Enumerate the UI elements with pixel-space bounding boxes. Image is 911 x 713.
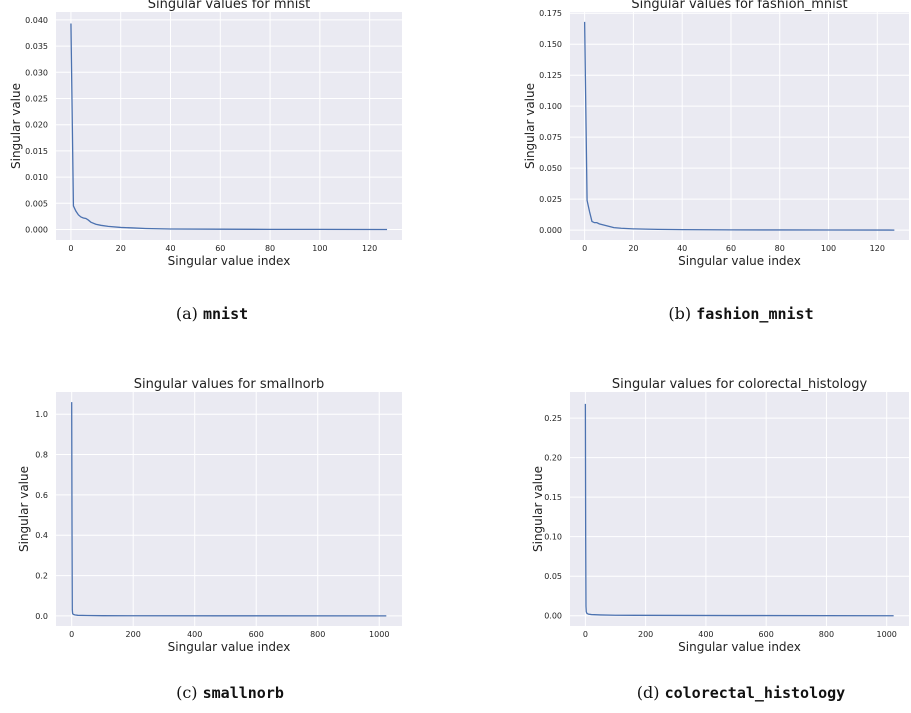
- y-tick-label: 0.020: [25, 121, 48, 130]
- y-tick-label: 0.00: [544, 612, 562, 621]
- x-tick-label: 100: [312, 244, 327, 253]
- y-tick-label: 0.050: [539, 164, 562, 173]
- caption-c: (c) smallnorb: [80, 683, 380, 702]
- x-tick-label: 60: [726, 244, 736, 253]
- y-tick-label: 0.4: [35, 531, 48, 540]
- y-tick-label: 0.150: [539, 40, 562, 49]
- y-tick-label: 0.25: [544, 414, 562, 423]
- caption-b: (b) fashion_mnist: [591, 304, 891, 323]
- caption-a-name: mnist: [202, 305, 249, 323]
- x-tick-label: 200: [638, 630, 653, 639]
- series-line: [584, 403, 894, 617]
- x-tick-label: 40: [677, 244, 687, 253]
- caption-b-name: fashion_mnist: [696, 305, 814, 323]
- y-tick-label: 0.10: [544, 533, 562, 542]
- chart-title: Singular values for fashion_mnist: [631, 0, 847, 12]
- chart-svg: 0 20 40 60 80 100 120 0.000 0.005 0.010 0.015 0.020…: [9, 0, 402, 268]
- x-tick-label: 20: [628, 244, 638, 253]
- x-tick-label: 20: [116, 244, 126, 253]
- y-tick-label: 0.030: [25, 68, 48, 77]
- y-tick-label: 0.15: [544, 493, 562, 502]
- x-tick-label: 120: [870, 244, 885, 253]
- plot-area: [570, 12, 909, 240]
- y-tick-label: 0.8: [35, 451, 48, 460]
- chart-title: Singular values for mnist: [148, 0, 310, 12]
- chart-smallnorb: 0 200 400 600 800 1000 0.0 0.2 0.4 0.6 0.8 1.0 Singu…: [0, 370, 420, 670]
- y-tick-label: 0.20: [544, 454, 562, 463]
- x-tick-label: 0: [68, 244, 73, 253]
- y-tick-label: 0.6: [35, 491, 48, 500]
- y-tick-label: 0.035: [25, 42, 48, 51]
- x-tick-label: 0: [583, 630, 588, 639]
- chart-svg: 0 200 400 600 800 1000 0.00 0.05 0.10 0.15 0.20 0.2…: [531, 377, 909, 654]
- caption-d-name: colorectal_histology: [664, 684, 846, 702]
- y-tick-label: 0.025: [25, 94, 48, 103]
- chart-mnist: 0 20 40 60 80 100 120 0.000 0.005 0.010 0.015 0.020…: [0, 0, 420, 290]
- x-tick-label: 0: [582, 244, 587, 253]
- y-tick-label: 0.005: [25, 199, 48, 208]
- y-tick-label: 0.000: [25, 226, 48, 235]
- x-tick-label: 80: [265, 244, 275, 253]
- y-tick-label: 0.000: [539, 226, 562, 235]
- x-axis-label: Singular value index: [168, 254, 291, 268]
- x-tick-label: 400: [698, 630, 713, 639]
- chart-svg: 0 20 40 60 80 100 120 0.000 0.025 0.050 0.075 0.100…: [523, 0, 909, 268]
- caption-d-label: (d): [636, 683, 660, 702]
- x-tick-label: 120: [362, 244, 377, 253]
- x-tick-label: 800: [819, 630, 834, 639]
- y-tick-label: 0.175: [539, 9, 562, 18]
- caption-c-name: smallnorb: [202, 684, 284, 702]
- y-axis-label: Singular value: [9, 83, 23, 169]
- x-tick-label: 400: [187, 630, 202, 639]
- y-tick-label: 0.100: [539, 102, 562, 111]
- chart-title: Singular values for smallnorb: [134, 377, 325, 392]
- x-tick-label: 100: [821, 244, 836, 253]
- y-tick-label: 0.0: [35, 612, 48, 621]
- x-tick-label: 1000: [369, 630, 389, 639]
- y-tick-label: 0.2: [35, 572, 48, 581]
- series-line: [583, 21, 895, 231]
- x-tick-label: 0: [69, 630, 74, 639]
- x-tick-label: 60: [215, 244, 225, 253]
- y-tick-label: 0.125: [539, 71, 562, 80]
- y-axis-label: Singular value: [523, 83, 537, 169]
- y-tick-label: 0.040: [25, 16, 48, 25]
- x-axis-label: Singular value index: [678, 254, 801, 268]
- plot-area: [570, 392, 909, 626]
- chart-fashion-mnist: 0 20 40 60 80 100 120 0.000 0.025 0.050 0.075 0.100…: [514, 0, 911, 290]
- y-tick-label: 0.010: [25, 173, 48, 182]
- caption-d: (d) colorectal_histology: [591, 683, 891, 702]
- chart-colorectal-histology: 0 200 400 600 800 1000 0.00 0.05 0.10 0.15 0.20 0.2…: [514, 370, 911, 670]
- y-axis-label: Singular value: [531, 466, 545, 552]
- y-axis-label: Singular value: [17, 466, 31, 552]
- x-tick-label: 600: [759, 630, 774, 639]
- plot-area: [56, 392, 402, 626]
- x-axis-label: Singular value index: [168, 640, 291, 654]
- x-tick-label: 80: [775, 244, 785, 253]
- y-tick-label: 0.05: [544, 572, 562, 581]
- x-axis-label: Singular value index: [678, 640, 801, 654]
- caption-b-label: (b): [668, 304, 692, 323]
- x-tick-label: 1000: [877, 630, 897, 639]
- x-tick-label: 600: [249, 630, 264, 639]
- series-line: [71, 402, 387, 617]
- plot-area: [56, 12, 402, 240]
- y-tick-label: 0.075: [539, 133, 562, 142]
- x-tick-label: 40: [165, 244, 175, 253]
- caption-a: (a) mnist: [62, 304, 362, 323]
- x-tick-label: 800: [310, 630, 325, 639]
- y-tick-label: 0.015: [25, 147, 48, 156]
- chart-title: Singular values for colorectal_histology: [612, 377, 868, 392]
- y-tick-label: 0.025: [539, 195, 562, 204]
- caption-a-label: (a): [175, 304, 198, 323]
- series-line: [70, 23, 388, 231]
- chart-svg: 0 200 400 600 800 1000 0.0 0.2 0.4 0.6 0.8 1.0 Singu…: [17, 377, 402, 654]
- y-tick-label: 1.0: [35, 410, 48, 419]
- caption-c-label: (c): [176, 683, 198, 702]
- x-tick-label: 200: [126, 630, 141, 639]
